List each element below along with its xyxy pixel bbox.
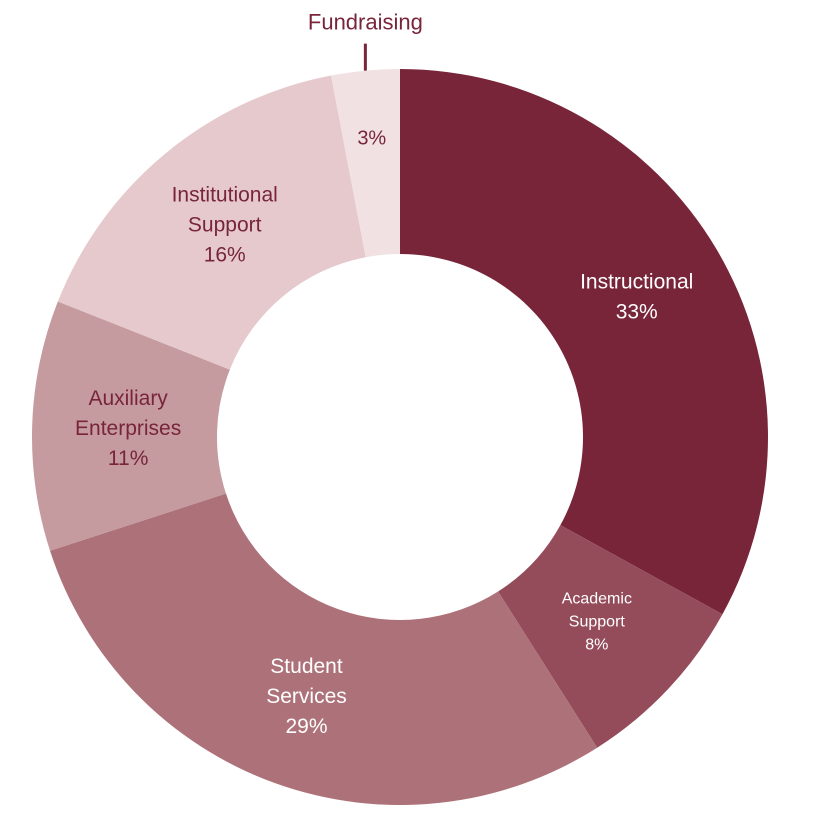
slice-label-academic-support-line-1: Academic [562, 590, 632, 607]
slice-value-fundraising: 3% [357, 127, 386, 149]
slice-value-instructional: 33% [616, 301, 658, 324]
slice-label-student-services-line-2: Services [266, 685, 347, 708]
slice-instructional [400, 69, 769, 615]
slice-student-services [50, 493, 598, 805]
slice-label-student-services-line-1: Student [270, 655, 343, 678]
slice-label-auxiliary-enterprises-line-1: Auxiliary [88, 387, 168, 410]
slice-labels: Instructional 33% Academic Support 8% Student… [75, 127, 693, 738]
donut-slices [31, 69, 769, 805]
slice-label-institutional-support-line-2: Support [188, 214, 262, 237]
slice-institutional-support [57, 75, 366, 370]
slice-fundraising [331, 69, 400, 258]
slice-label-instructional-line-1: Instructional [580, 271, 693, 294]
slice-label-auxiliary-enterprises-line-2: Enterprises [75, 417, 181, 440]
slice-label-institutional-support-line-1: Institutional [172, 184, 278, 207]
slice-value-auxiliary-enterprises: 11% [108, 447, 148, 470]
slice-auxiliary-enterprises [31, 301, 230, 551]
slice-academic-support [498, 525, 723, 748]
slice-value-institutional-support: 16% [204, 244, 246, 267]
callout-label-fundraising: Fundraising [308, 10, 423, 35]
slice-label-academic-support-line-2: Support [569, 613, 626, 630]
slice-value-student-services: 29% [285, 715, 327, 738]
slice-value-academic-support: 8% [585, 636, 608, 653]
callouts: Fundraising [308, 10, 423, 71]
